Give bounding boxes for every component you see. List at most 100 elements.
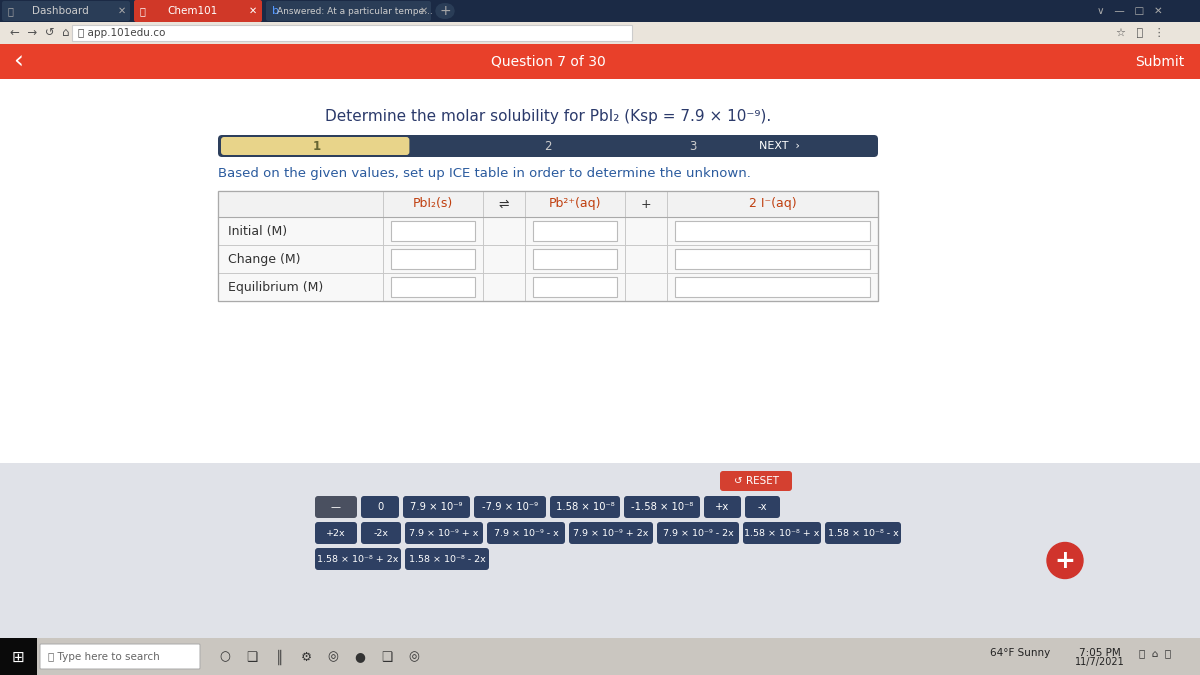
Text: NEXT  ›: NEXT › bbox=[758, 141, 799, 151]
Text: ⊞: ⊞ bbox=[12, 649, 24, 664]
FancyBboxPatch shape bbox=[403, 496, 470, 518]
Text: 🔲: 🔲 bbox=[8, 6, 14, 16]
Text: -x: -x bbox=[757, 502, 767, 512]
Text: 7.9 × 10⁻⁹ + 2x: 7.9 × 10⁻⁹ + 2x bbox=[574, 529, 649, 537]
Text: 1.58 × 10⁻⁸ + x: 1.58 × 10⁻⁸ + x bbox=[744, 529, 820, 537]
FancyBboxPatch shape bbox=[474, 496, 546, 518]
Text: Pb²⁺(aq): Pb²⁺(aq) bbox=[548, 198, 601, 211]
Bar bbox=[218, 191, 878, 217]
Text: ○: ○ bbox=[220, 651, 230, 664]
Bar bbox=[674, 249, 870, 269]
FancyBboxPatch shape bbox=[2, 1, 130, 21]
Text: 1.58 × 10⁻⁸: 1.58 × 10⁻⁸ bbox=[556, 502, 614, 512]
Text: 1.58 × 10⁻⁸ - x: 1.58 × 10⁻⁸ - x bbox=[828, 529, 899, 537]
Text: Submit: Submit bbox=[1135, 55, 1184, 68]
Bar bbox=[391, 249, 475, 269]
Bar bbox=[0, 44, 1200, 79]
Text: +: + bbox=[641, 198, 652, 211]
FancyBboxPatch shape bbox=[134, 0, 262, 22]
Text: ❑: ❑ bbox=[246, 651, 258, 664]
Text: ✕: ✕ bbox=[248, 6, 257, 16]
Text: 🔴: 🔴 bbox=[140, 6, 146, 16]
Bar bbox=[218, 217, 383, 245]
Text: Change (M): Change (M) bbox=[228, 252, 300, 265]
Text: 7.9 × 10⁻⁹ - 2x: 7.9 × 10⁻⁹ - 2x bbox=[662, 529, 733, 537]
Text: ●: ● bbox=[354, 651, 366, 664]
Text: ←  →  ↺  ⌂: ← → ↺ ⌂ bbox=[10, 26, 70, 40]
Text: 7.9 × 10⁻⁹ - x: 7.9 × 10⁻⁹ - x bbox=[493, 529, 558, 537]
FancyBboxPatch shape bbox=[406, 522, 482, 544]
Bar bbox=[0, 638, 1200, 675]
Bar bbox=[218, 245, 383, 273]
Bar bbox=[0, 79, 1200, 463]
FancyBboxPatch shape bbox=[624, 496, 700, 518]
FancyBboxPatch shape bbox=[218, 135, 878, 157]
Text: Answered: At a particular tempe...: Answered: At a particular tempe... bbox=[277, 7, 433, 16]
FancyBboxPatch shape bbox=[314, 548, 401, 570]
Text: 7.9 × 10⁻⁹ + x: 7.9 × 10⁻⁹ + x bbox=[409, 529, 479, 537]
FancyBboxPatch shape bbox=[826, 522, 901, 544]
FancyBboxPatch shape bbox=[550, 496, 620, 518]
Text: ◎: ◎ bbox=[328, 651, 338, 664]
Text: -2x: -2x bbox=[373, 529, 389, 537]
Bar bbox=[0, 638, 37, 675]
Bar bbox=[0, 463, 1200, 638]
Bar bbox=[533, 221, 617, 241]
Circle shape bbox=[1046, 543, 1084, 578]
Text: 🔊  ⌂  📋: 🔊 ⌂ 📋 bbox=[1139, 648, 1171, 658]
Text: +2x: +2x bbox=[326, 529, 346, 537]
Text: ↺ RESET: ↺ RESET bbox=[733, 476, 779, 486]
Text: ❑: ❑ bbox=[382, 651, 392, 664]
Bar bbox=[391, 221, 475, 241]
Text: b: b bbox=[272, 6, 278, 16]
Text: 1: 1 bbox=[313, 140, 320, 153]
Bar bbox=[533, 277, 617, 297]
FancyBboxPatch shape bbox=[743, 522, 821, 544]
FancyBboxPatch shape bbox=[745, 496, 780, 518]
Text: ∨   —   □   ✕: ∨ — □ ✕ bbox=[1097, 6, 1163, 16]
Text: 2 I⁻(aq): 2 I⁻(aq) bbox=[749, 198, 797, 211]
Text: -1.58 × 10⁻⁸: -1.58 × 10⁻⁸ bbox=[631, 502, 694, 512]
Text: Initial (M): Initial (M) bbox=[228, 225, 287, 238]
Bar bbox=[0, 22, 1200, 44]
FancyBboxPatch shape bbox=[487, 522, 565, 544]
FancyBboxPatch shape bbox=[361, 522, 401, 544]
FancyBboxPatch shape bbox=[221, 137, 409, 155]
Bar bbox=[674, 277, 870, 297]
Text: Dashboard: Dashboard bbox=[31, 6, 89, 16]
FancyBboxPatch shape bbox=[436, 3, 455, 19]
Bar bbox=[533, 249, 617, 269]
Text: 🔍 Type here to search: 🔍 Type here to search bbox=[48, 652, 160, 662]
Text: ‹: ‹ bbox=[13, 49, 23, 74]
Bar bbox=[218, 191, 878, 301]
Text: -7.9 × 10⁻⁹: -7.9 × 10⁻⁹ bbox=[482, 502, 538, 512]
FancyBboxPatch shape bbox=[658, 522, 739, 544]
Bar bbox=[0, 0, 1200, 22]
Text: ✕: ✕ bbox=[420, 6, 428, 16]
Text: Question 7 of 30: Question 7 of 30 bbox=[491, 55, 605, 68]
Bar bbox=[218, 273, 383, 301]
Text: 11/7/2021: 11/7/2021 bbox=[1075, 657, 1124, 667]
Text: Based on the given values, set up ICE table in order to determine the unknown.: Based on the given values, set up ICE ta… bbox=[218, 167, 751, 180]
Text: 7:05 PM: 7:05 PM bbox=[1079, 648, 1121, 658]
Text: 🔒 app.101edu.co: 🔒 app.101edu.co bbox=[78, 28, 166, 38]
Bar bbox=[218, 191, 878, 301]
FancyBboxPatch shape bbox=[314, 522, 358, 544]
Text: ◎: ◎ bbox=[408, 651, 420, 664]
Text: +: + bbox=[1055, 549, 1075, 572]
FancyBboxPatch shape bbox=[40, 644, 200, 669]
Text: Chem101: Chem101 bbox=[167, 6, 217, 16]
Text: ║: ║ bbox=[275, 649, 283, 665]
Text: Determine the molar solubility for PbI₂ (Ksp = 7.9 × 10⁻⁹).: Determine the molar solubility for PbI₂ … bbox=[325, 109, 772, 124]
Text: 1.58 × 10⁻⁸ - 2x: 1.58 × 10⁻⁸ - 2x bbox=[409, 554, 485, 564]
Text: ☆   👤   ⋮: ☆ 👤 ⋮ bbox=[1116, 28, 1164, 38]
Text: +: + bbox=[439, 4, 451, 18]
Text: —: — bbox=[331, 502, 341, 512]
FancyBboxPatch shape bbox=[361, 496, 398, 518]
Bar bbox=[674, 221, 870, 241]
FancyBboxPatch shape bbox=[720, 471, 792, 491]
FancyBboxPatch shape bbox=[266, 1, 431, 21]
Bar bbox=[391, 277, 475, 297]
Text: ⚙: ⚙ bbox=[300, 651, 312, 664]
Text: +x: +x bbox=[715, 502, 730, 512]
